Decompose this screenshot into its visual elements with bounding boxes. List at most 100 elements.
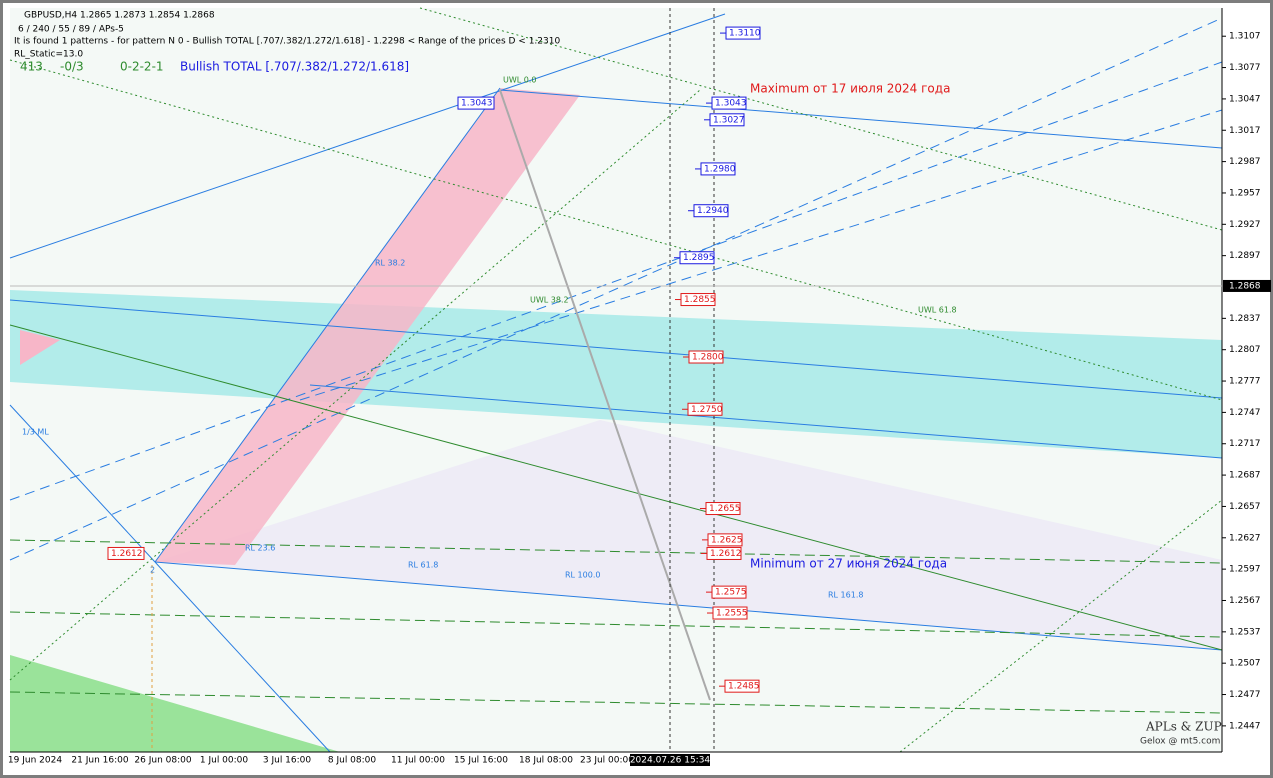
time-label: 19 Jun 2024 (8, 756, 62, 766)
price-tick-label: 1.2507 (1229, 659, 1261, 669)
price-tick-label: 1.2777 (1229, 377, 1261, 387)
level-label: 1.2855 (684, 295, 716, 305)
row-item: Bullish TOTAL [.707/.382/1.272/1.618] (180, 60, 409, 74)
time-label: 11 Jul 00:00 (391, 756, 445, 766)
time-label: 21 Jun 16:00 (71, 756, 128, 766)
level-box (688, 350, 724, 364)
max-note: Maximum от 17 июля 2024 года (750, 82, 950, 96)
level-label: 1.3110 (729, 29, 761, 39)
level-label: 1.2800 (692, 353, 724, 363)
static-info: RL_Static=13.0 (14, 50, 83, 60)
projection (499, 89, 711, 701)
level-box (687, 402, 723, 416)
line-label: RL 38.2 (375, 259, 405, 268)
level-label: 1.2940 (697, 206, 729, 216)
price-tick-label: 1.2537 (1229, 627, 1261, 637)
line-label: RL 100.0 (565, 571, 600, 580)
price-tick-label: 1.3107 (1229, 32, 1261, 42)
price-tick-label: 1.2747 (1229, 408, 1261, 418)
level-box (724, 679, 760, 693)
time-label: 2024.07.26 15:34 (630, 756, 711, 766)
price-tick-label: 1.3047 (1229, 94, 1261, 104)
dashed-lines (9, 17, 1223, 561)
level-box (725, 26, 761, 40)
level-box (679, 251, 715, 265)
params: 6 / 240 / 55 / 89 / APs-5 (18, 25, 124, 35)
green-lines (9, 7, 1223, 753)
price-tick-label: 1.3017 (1229, 126, 1261, 136)
level-box (709, 113, 745, 127)
price-tick-label: 1.2987 (1229, 157, 1261, 167)
line-label: 1/3 ML (22, 428, 49, 437)
price-tick-label: 1.2567 (1229, 596, 1261, 606)
lavender-zone (155, 420, 1222, 650)
time-label: 3 Jul 16:00 (263, 756, 312, 766)
extreme-label: 1.2612 (111, 549, 143, 559)
level-box (700, 162, 736, 176)
time-label: 26 Jun 08:00 (134, 756, 191, 766)
cyan-channel (10, 290, 1222, 458)
line-label: RL 161.8 (828, 591, 863, 600)
pink-channel (155, 88, 580, 565)
level-label: 1.2750 (691, 405, 723, 415)
level-label: 1.2555 (716, 609, 748, 619)
level-label: 1.2980 (704, 164, 736, 174)
price-tick-label: 1.2807 (1229, 345, 1261, 355)
price-tick-label: 1.2837 (1229, 314, 1261, 324)
price-tick-label: 1.2957 (1229, 188, 1261, 198)
level-label: 1.2895 (683, 253, 715, 263)
level-label: 1.2575 (715, 588, 747, 598)
level-label: 1.2612 (710, 549, 742, 559)
pattern-info: It is found 1 patterns - for pattern N 0… (14, 37, 560, 47)
footer: APLs & ZUP (1145, 720, 1222, 734)
pitchfork-lines (9, 13, 1223, 753)
time-label: 15 Jul 16:00 (454, 756, 508, 766)
extreme-box (457, 96, 495, 110)
row-item: 0-2-2-1 (120, 60, 164, 74)
time-label: 8 Jul 08:00 (328, 756, 377, 766)
price-tick-label: 1.2717 (1229, 439, 1261, 449)
level-box (706, 546, 742, 560)
footer: Gelox @ mt5.com (1140, 737, 1220, 747)
level-label: 1.3027 (713, 115, 745, 125)
level-box (707, 533, 743, 547)
current-price: 1.2868 (1229, 281, 1261, 291)
price-tick-label: 1.2687 (1229, 471, 1261, 481)
level-box (711, 96, 747, 110)
row-item: -0/3 (60, 60, 84, 74)
row-item: 413 (20, 60, 43, 74)
extreme-box (107, 546, 145, 560)
line-label: UWL 38.2 (530, 296, 569, 305)
level-label: 1.2625 (711, 535, 743, 545)
min-note: Minimum от 27 июня 2024 года (750, 557, 947, 571)
price-tick-label: 1.3077 (1229, 63, 1261, 73)
extreme-label: 1.3043 (461, 99, 493, 109)
price-tick-label: 1.2927 (1229, 220, 1261, 230)
price-tick-label: 1.2657 (1229, 502, 1261, 512)
green-zone (10, 655, 340, 752)
level-box (680, 293, 716, 307)
symbol-line: GBPUSD,H4 1.2865 1.2873 1.2854 1.2868 (24, 11, 215, 21)
price-tick-label: 1.2597 (1229, 565, 1261, 575)
time-label: 23 Jul 00:00 (580, 756, 634, 766)
level-label: 1.2485 (728, 682, 760, 692)
level-box (693, 204, 729, 218)
level-label: 1.3043 (715, 99, 747, 109)
line-label: 2 (150, 566, 155, 575)
level-label: 1.2655 (709, 504, 741, 514)
price-tick-label: 1.2477 (1229, 690, 1261, 700)
line-label: UWL 0.0 (503, 76, 537, 85)
level-box (705, 502, 741, 516)
price-tick-label: 1.2627 (1229, 533, 1261, 543)
line-label: UWL 61.8 (918, 306, 957, 315)
line-label: RL 23.6 (245, 544, 275, 553)
time-cursor-box (630, 754, 710, 766)
level-box (712, 606, 748, 620)
level-box (711, 585, 747, 599)
price-tick-label: 1.2447 (1229, 721, 1261, 731)
time-label: 1 Jul 00:00 (200, 756, 249, 766)
current-box (1223, 279, 1271, 292)
line-label: RL 61.8 (408, 561, 438, 570)
time-label: 18 Jul 08:00 (519, 756, 573, 766)
